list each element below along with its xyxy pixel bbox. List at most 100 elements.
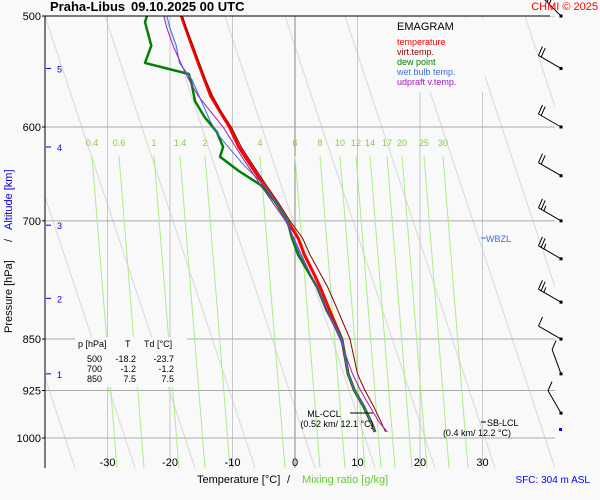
series-group	[143, 16, 388, 433]
sb-lcl-value: (0.4 km/ 12.2 °C)	[443, 428, 511, 438]
y-axis-label-altitude: Altitude [km]	[3, 169, 15, 230]
x-axis-separator: /	[287, 474, 291, 486]
wind-barb-flag	[551, 340, 557, 350]
dry-adiabat-line	[284, 16, 436, 468]
table-header-td: Td [°C]	[144, 339, 172, 349]
x-tick-label: -30	[100, 457, 116, 469]
mixing-ratio-line	[259, 155, 286, 468]
wind-barb-flag	[538, 104, 543, 115]
wind-barb-dot	[559, 14, 563, 18]
mixing-ratio-label: 10	[335, 138, 345, 148]
mixing-ratio-label: 12	[351, 138, 361, 148]
axes: 0.4 0.6 1 1.4 2 4 6 8 10 12 14 17 20 25 30500600700850…	[17, 11, 550, 469]
x-tick-label: 0	[292, 457, 298, 469]
mixing-ratio-label: 17	[382, 138, 392, 148]
wind-barb	[551, 340, 563, 376]
legend-title: EMAGRAM	[397, 21, 454, 33]
wind-barb-flag	[538, 153, 543, 163]
wind-barb-staff	[538, 55, 562, 69]
mixing-ratio-label: 4	[257, 138, 262, 148]
wbzl-bg	[484, 232, 524, 244]
altitude-tick-label: 4	[57, 143, 62, 153]
sounding-table: p [hPa] T Td [°C] 500 -18.2 -23.7 700 -1…	[75, 337, 187, 387]
table-cell: -23.7	[153, 354, 174, 364]
table-bg	[75, 337, 187, 387]
mixing-ratio-line	[442, 155, 469, 468]
mixing-ratio-label: 30	[438, 138, 448, 148]
x-axis-label-mixing: Mixing ratio [g/kg]	[302, 474, 388, 486]
wind-barb	[538, 236, 563, 261]
table-cell: -1.2	[158, 364, 174, 374]
wind-barb-staff	[544, 0, 562, 17]
wind-barb	[538, 316, 563, 341]
x-tick-label: -20	[162, 457, 178, 469]
wind-barb-flag	[540, 47, 546, 58]
mixing-ratio-label: 8	[317, 138, 322, 148]
mixing-ratio-line	[401, 155, 428, 468]
y-tick-label: 925	[23, 386, 41, 398]
mixing-ratio-label: 0.6	[113, 138, 126, 148]
wind-barb-dot	[559, 174, 563, 178]
mixing-ratio-line	[179, 155, 206, 468]
wind-barb-flag	[540, 238, 546, 248]
sb-lcl-title: SB-LCL	[487, 418, 519, 428]
wind-barb	[538, 198, 563, 223]
mixing-ratio-line	[423, 155, 450, 468]
series-line-wet-bulb-temp	[166, 16, 376, 433]
y-tick-label: 1000	[17, 433, 41, 445]
mixing-ratio-line	[204, 155, 231, 468]
wind-barb-flag	[538, 279, 543, 290]
series-line-virt-temp	[182, 16, 387, 433]
legend-item-virt-temp: virt.temp.	[397, 47, 434, 57]
legend-item-dew-point: dew point	[397, 57, 436, 67]
sfc-label: SFC: 304 m ASL	[516, 475, 591, 486]
altitude-tick-label: 1	[57, 370, 62, 380]
mixing-ratio-line	[319, 155, 346, 468]
ml-ccl-marker: ML-CCL (0.52 km/ 12.1 °C)	[300, 409, 373, 429]
mixing-ratio-line	[339, 155, 366, 468]
y-axis-label-group: Pressure [hPa] / Altitude [km]	[3, 169, 15, 333]
dry-adiabat-line	[45, 376, 76, 468]
dry-adiabat-line	[104, 16, 256, 468]
wind-barb-flag	[538, 198, 543, 209]
wind-barb-dot	[559, 66, 563, 70]
mixing-ratio-label: 1.4	[174, 138, 187, 148]
wind-barb-flag	[538, 316, 543, 327]
mixing-ratio-line	[294, 155, 321, 468]
wind-barb-half-flag	[543, 287, 547, 293]
wind-barb-staff	[538, 162, 562, 177]
mixing-ratio-line	[355, 155, 382, 468]
wind-barb-half-flag	[543, 243, 547, 250]
mixing-ratio-line	[118, 155, 145, 468]
x-tick-label: 10	[351, 457, 363, 469]
wind-barb-staff	[551, 349, 562, 375]
wind-barb-staff	[547, 390, 562, 414]
wind-barb-dot	[559, 125, 563, 129]
y-tick-label: 500	[23, 11, 41, 23]
mixing-ratio-line	[369, 155, 396, 468]
x-axis-label: Temperature [°C]	[197, 474, 280, 486]
table-cell: 500	[87, 354, 102, 364]
wind-barb-flag	[538, 46, 543, 56]
altitude-tick-label: 3	[57, 221, 62, 231]
mixing-ratio-label: 6	[292, 138, 297, 148]
altitude-tick-label: 5	[57, 64, 62, 74]
table-cell: 850	[87, 374, 102, 384]
altitude-tick-label: 2	[57, 294, 62, 304]
dry-adiabat-line	[45, 195, 136, 468]
wind-barb-dot	[559, 300, 563, 304]
table-cell: 700	[87, 364, 102, 374]
mixing-ratio-line	[386, 155, 413, 468]
mixing-ratio-label: 1	[151, 138, 156, 148]
sb-lcl-marker: SB-LCL (0.4 km/ 12.2 °C)	[443, 418, 519, 438]
wind-barb-staff	[538, 113, 562, 128]
legend-bg	[395, 18, 485, 92]
y-tick-label: 850	[23, 334, 41, 346]
wind-barb-dot	[559, 411, 563, 415]
series-line-udpraft-v-temp	[163, 16, 388, 433]
wind-barb-flag	[547, 381, 553, 391]
wind-barb	[547, 381, 563, 415]
x-tick-label: 30	[476, 457, 488, 469]
table-cell: 7.5	[123, 374, 136, 384]
